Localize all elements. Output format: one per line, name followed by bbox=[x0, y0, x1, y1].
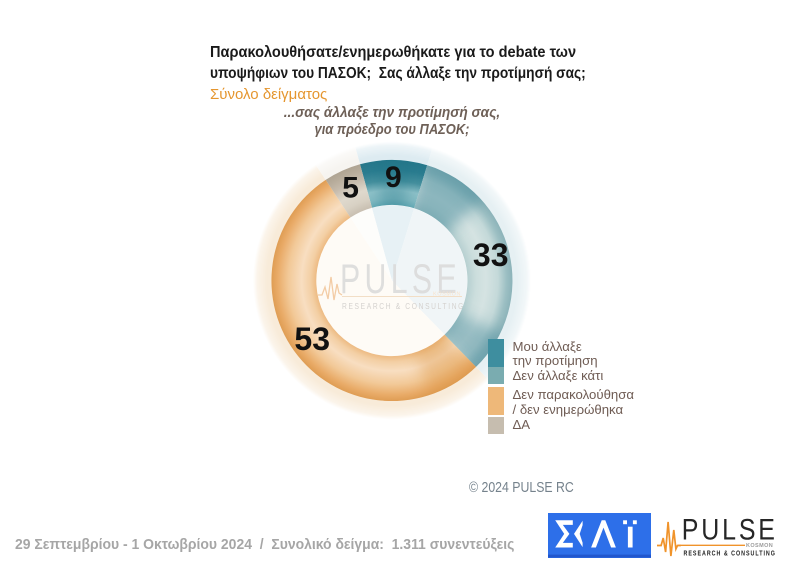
svg-text:33: 33 bbox=[473, 237, 509, 273]
svg-text:RESEARCH & CONSULTING: RESEARCH & CONSULTING bbox=[342, 301, 465, 311]
svg-text:RESEARCH & CONSULTING: RESEARCH & CONSULTING bbox=[684, 549, 776, 558]
svg-text:KOSMON: KOSMON bbox=[433, 292, 461, 298]
svg-text:5: 5 bbox=[342, 172, 359, 205]
svg-text:9: 9 bbox=[385, 161, 402, 194]
svg-text:PULSE: PULSE bbox=[340, 255, 461, 302]
svg-text:PULSE: PULSE bbox=[682, 513, 778, 546]
svg-text:53: 53 bbox=[294, 321, 330, 357]
svg-text:KOSMON: KOSMON bbox=[746, 543, 773, 549]
